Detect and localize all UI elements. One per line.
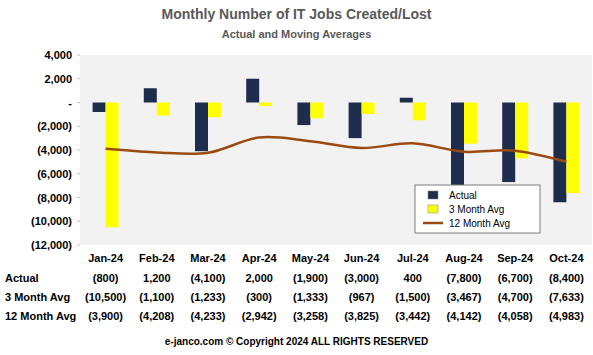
tick-label: (2,000) (37, 120, 72, 132)
legend-label: 12 Month Avg (449, 218, 510, 229)
y-axis: 4,000 2,000 - (2,000) (4,000) (6,000) (8,000) (… (31, 49, 80, 251)
data-label: (1,900) (293, 272, 328, 284)
data-label: (3,442) (395, 310, 430, 322)
footer: e-janco.com © Copyright 2024 ALL RIGHTS … (165, 336, 428, 347)
data-label: (4,700) (498, 291, 533, 303)
tick-label: Feb-24 (139, 252, 175, 264)
data-label: (4,058) (498, 310, 533, 322)
data-label: (1,100) (139, 291, 174, 303)
tick-label: (10,000) (31, 215, 72, 227)
tick-label: Jun-24 (344, 252, 380, 264)
bar (144, 88, 157, 102)
row-label: Actual (5, 272, 39, 284)
tick-label: 2,000 (44, 73, 72, 85)
tick-label: Mar-24 (190, 252, 226, 264)
bar (362, 103, 375, 114)
data-label: (8,400) (549, 272, 584, 284)
tick-label: Sep-24 (497, 252, 534, 264)
tick-mark (77, 245, 80, 246)
bar (259, 103, 272, 107)
tick-mark (77, 197, 80, 198)
chart: Monthly Number of IT Jobs Created/Lost Ac… (0, 0, 593, 355)
data-label: (7,800) (447, 272, 482, 284)
legend-box (415, 185, 540, 233)
bar (566, 103, 579, 194)
plot-area (80, 55, 592, 245)
data-table: Actual (800) 1,200 (4,100) 2,000 (1,900) (3,00… (5, 272, 584, 322)
tick-label: Oct-24 (549, 252, 584, 264)
tick-mark (77, 126, 80, 127)
bar (297, 103, 310, 126)
data-label: (3,900) (88, 310, 123, 322)
tick-label: 4,000 (44, 49, 72, 61)
tick-label: Apr-24 (242, 252, 278, 264)
bar (553, 103, 566, 203)
tick-mark (77, 78, 80, 79)
data-label: 2,000 (245, 272, 273, 284)
bar (502, 103, 515, 183)
legend: Actual 3 Month Avg 12 Month Avg (415, 185, 540, 233)
data-label: (10,500) (85, 291, 126, 303)
data-label: (7,633) (549, 291, 584, 303)
background (0, 0, 593, 355)
x-axis: Jan-24 Feb-24 Mar-24 Apr-24 May-24 Jun-24 Jul-… (88, 252, 584, 264)
data-label: (4,208) (139, 310, 174, 322)
data-label: 400 (404, 272, 422, 284)
tick-mark (77, 221, 80, 222)
bar (93, 103, 106, 113)
tick-label: (8,000) (37, 192, 72, 204)
title: Monthly Number of IT Jobs Created/Lost (162, 6, 432, 22)
row-label: 3 Month Avg (5, 291, 70, 303)
bar (246, 79, 259, 103)
data-label: (800) (93, 272, 119, 284)
tick-label: (6,000) (37, 168, 72, 180)
data-label: (1,500) (395, 291, 430, 303)
data-label: (4,983) (549, 310, 584, 322)
data-label: 1,200 (143, 272, 171, 284)
bar (208, 103, 221, 118)
row-label: 12 Month Avg (5, 310, 76, 322)
data-label: (3,467) (447, 291, 482, 303)
tick-label: Jan-24 (88, 252, 124, 264)
data-label: (3,000) (344, 272, 379, 284)
legend-swatch (428, 191, 438, 199)
tick-label: Jul-24 (397, 252, 430, 264)
data-label: (4,233) (191, 310, 226, 322)
bar (195, 103, 208, 152)
data-label: (3,258) (293, 310, 328, 322)
bar (310, 103, 323, 119)
data-label: (3,825) (344, 310, 379, 322)
tick-mark (77, 55, 80, 56)
data-label: (4,100) (191, 272, 226, 284)
tick-label: (4,000) (37, 144, 72, 156)
bar (413, 103, 426, 121)
line (106, 137, 567, 162)
bar (157, 103, 170, 116)
data-label: (967) (349, 291, 375, 303)
bar (451, 103, 464, 196)
data-label: (6,700) (498, 272, 533, 284)
data-label: (1,333) (293, 291, 328, 303)
tick-label: (12,000) (31, 239, 72, 251)
legend-swatch (423, 222, 443, 225)
bar (464, 103, 477, 144)
legend-swatch (428, 205, 438, 213)
tick-label: May-24 (292, 252, 330, 264)
tick-mark (77, 150, 80, 151)
bar (400, 98, 413, 103)
legend-label: 3 Month Avg (449, 204, 504, 215)
tick-mark (77, 173, 80, 174)
data-label: (1,233) (191, 291, 226, 303)
tick-label: - (68, 97, 72, 109)
data-label: (2,942) (242, 310, 277, 322)
bar (106, 103, 119, 228)
tick-label: Aug-24 (445, 252, 483, 264)
data-label: (300) (246, 291, 272, 303)
data-label: (4,142) (447, 310, 482, 322)
tick-mark (77, 102, 80, 103)
bar (349, 103, 362, 139)
subtitle: Actual and Moving Averages (222, 28, 372, 40)
legend-label: Actual (449, 190, 477, 201)
